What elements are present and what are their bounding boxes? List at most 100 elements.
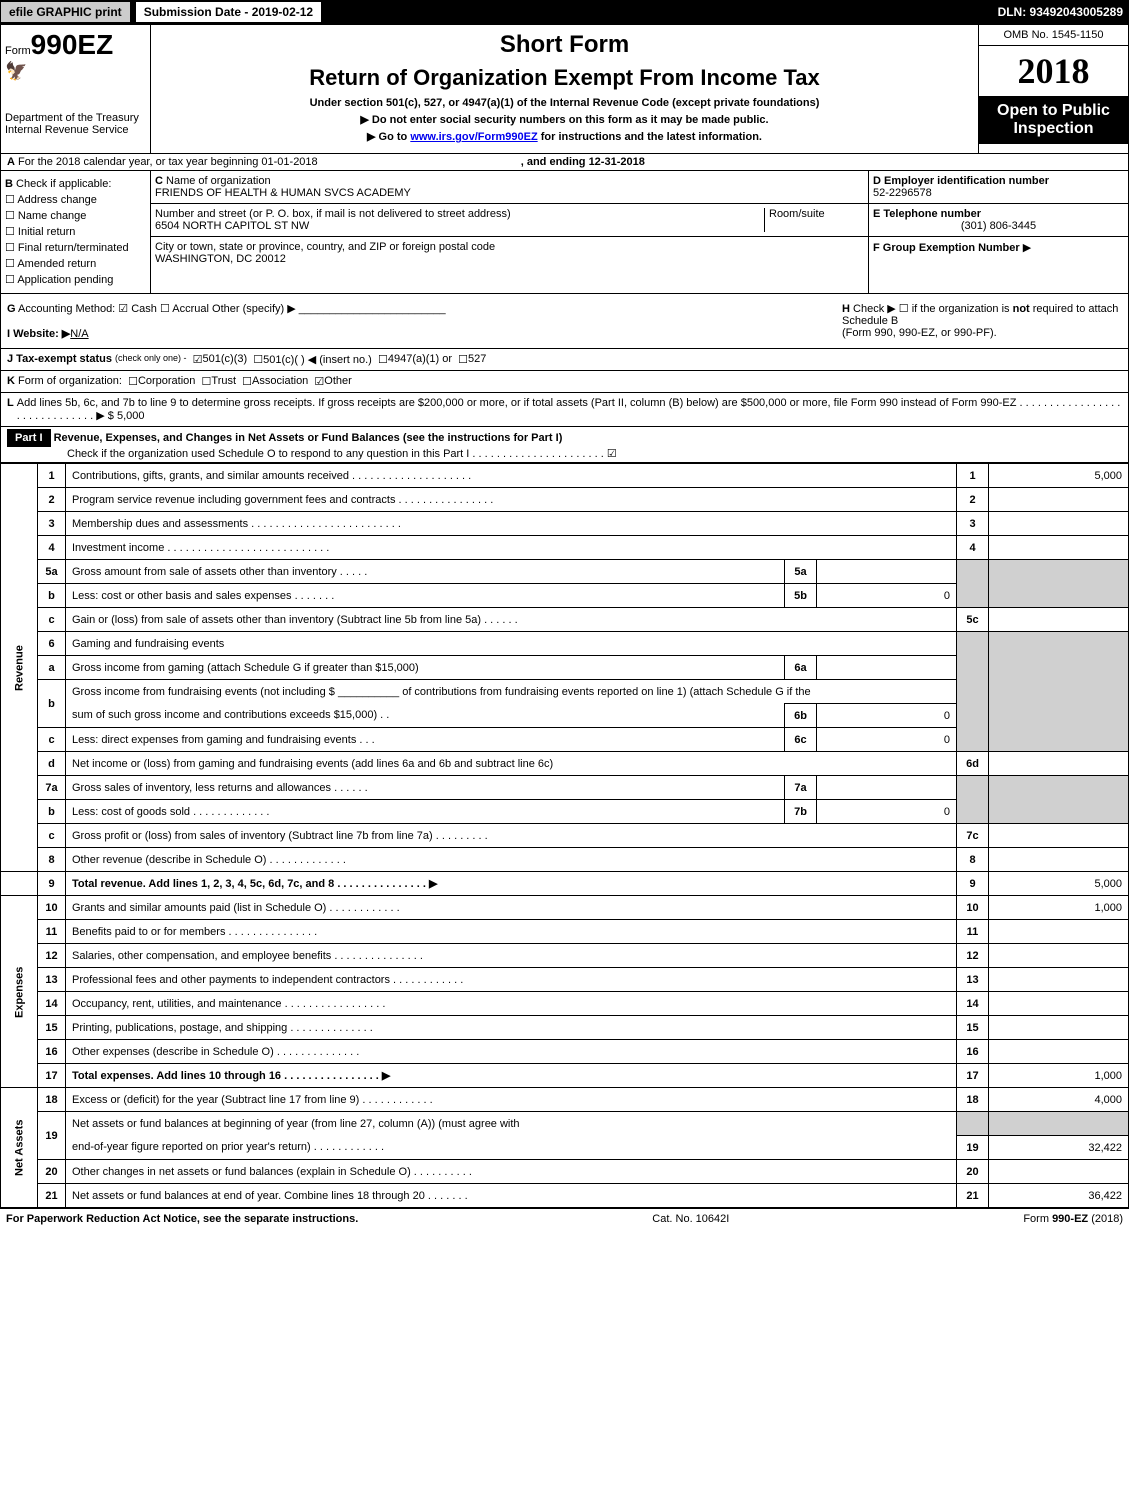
l7-grey-val [989,776,1129,824]
l14-desc: Occupancy, rent, utilities, and maintena… [66,992,957,1016]
street-label: Number and street (or P. O. box, if mail… [155,208,511,220]
l1-rnum: 1 [957,464,989,488]
footer-right: Form 990-EZ (2018) [1023,1213,1123,1225]
efile-print-button[interactable]: efile GRAPHIC print [0,1,131,23]
top-bar-left: efile GRAPHIC print Submission Date - 20… [0,1,322,23]
check-address[interactable]: ☐ Address change [5,193,146,206]
j-501c[interactable]: 501(c)( ) ◀ (insert no.) [263,353,372,366]
org-info-right: D Employer identification number 52-2296… [868,171,1128,293]
l16-rnum: 16 [957,1040,989,1064]
return-title: Return of Organization Exempt From Incom… [157,65,972,91]
l16-rval [989,1040,1129,1064]
l6c-desc: Less: direct expenses from gaming and fu… [66,728,785,752]
l9-num: 9 [38,872,66,896]
l13-num: 13 [38,968,66,992]
g-accrual[interactable]: Accrual [172,303,209,315]
k-trust[interactable]: Trust [211,375,236,388]
l5c-rnum: 5c [957,608,989,632]
l20-num: 20 [38,1160,66,1184]
row-l: L Add lines 5b, 6c, and 7b to line 9 to … [0,393,1129,427]
l10-rval: 1,000 [989,896,1129,920]
l6a-num: a [38,656,66,680]
org-info-mid: C Name of organization FRIENDS OF HEALTH… [151,171,868,293]
line-20: 20 Other changes in net assets or fund b… [1,1160,1129,1184]
form-number: 990EZ [31,29,114,60]
revenue-label: Revenue [1,464,38,872]
l6b-num: b [38,680,66,728]
check-pending[interactable]: ☐ Application pending [5,273,146,286]
l8-num: 8 [38,848,66,872]
l2-rval [989,488,1129,512]
l1-rval: 5,000 [989,464,1129,488]
j-4947[interactable]: 4947(a)(1) or [388,353,452,366]
street-row: Number and street (or P. O. box, if mail… [151,204,868,237]
line-8: 8 Other revenue (describe in Schedule O)… [1,848,1129,872]
g-cash[interactable]: Cash [131,303,157,315]
info-grid: B Check if applicable: ☐ Address change … [0,171,1129,294]
website-value: N/A [70,328,88,340]
l6a-mnum: 6a [785,656,817,680]
l7b-mval: 0 [817,800,957,824]
l12-desc: Salaries, other compensation, and employ… [66,944,957,968]
line-10: Expenses 10 Grants and similar amounts p… [1,896,1129,920]
tax-year: 2018 [979,46,1128,96]
l19-rnum: 19 [957,1136,989,1160]
line-15: 15 Printing, publications, postage, and … [1,1016,1129,1040]
label-c: C [155,175,163,187]
j-sub: (check only one) - [115,353,187,366]
under-section: Under section 501(c), 527, or 4947(a)(1)… [157,97,972,109]
l7c-num: c [38,824,66,848]
check-amended[interactable]: ☐ Amended return [5,257,146,270]
l11-rnum: 11 [957,920,989,944]
l6b-mval: 0 [817,704,957,728]
eagle-icon: 🦅 [5,61,146,82]
l6c-mnum: 6c [785,728,817,752]
l6b-desc1: Gross income from fundraising events (no… [66,680,957,704]
line-6: 6 Gaming and fundraising events [1,632,1129,656]
l6b-desc3: sum of such gross income and contributio… [66,704,785,728]
line-4: 4 Investment income . . . . . . . . . . … [1,536,1129,560]
check-final[interactable]: ☐ Final return/terminated [5,241,146,254]
submission-date: Submission Date - 2019-02-12 [135,1,322,23]
l18-rval: 4,000 [989,1088,1129,1112]
j-501c3[interactable]: 501(c)(3) [203,353,248,366]
l-text: Add lines 5b, 6c, and 7b to line 9 to de… [17,397,1122,422]
dept-treasury: Department of the Treasury [5,112,146,124]
l9-desc: Total revenue. Add lines 1, 2, 3, 4, 5c,… [66,872,957,896]
footer-left: For Paperwork Reduction Act Notice, see … [6,1213,358,1225]
part1-header: Part I Revenue, Expenses, and Changes in… [0,427,1129,463]
l5-grey [957,560,989,608]
l19-desc2: end-of-year figure reported on prior yea… [66,1136,957,1160]
k-corp[interactable]: Corporation [138,375,195,388]
l5a-mval [817,560,957,584]
check-name[interactable]: ☐ Name change [5,209,146,222]
open-to-public: Open to Public Inspection [979,96,1128,144]
instr-ssn: ▶ Do not enter social security numbers o… [157,113,972,126]
line-5c: c Gain or (loss) from sale of assets oth… [1,608,1129,632]
l7b-num: b [38,800,66,824]
l2-rnum: 2 [957,488,989,512]
j-527[interactable]: 527 [468,353,486,366]
l5b-desc: Less: cost or other basis and sales expe… [66,584,785,608]
l10-num: 10 [38,896,66,920]
dln-label: DLN: 93492043005289 [998,5,1129,19]
l6a-desc: Gross income from gaming (attach Schedul… [66,656,785,680]
city-label: City or town, state or province, country… [155,241,495,253]
city-row: City or town, state or province, country… [151,237,868,269]
open-line1: Open to Public [985,102,1122,120]
k-other[interactable]: Other [324,375,352,388]
lines-table: Revenue 1 Contributions, gifts, grants, … [0,463,1129,1208]
l10-rnum: 10 [957,896,989,920]
l21-num: 21 [38,1184,66,1208]
k-assoc[interactable]: Association [252,375,308,388]
line-5a: 5a Gross amount from sale of assets othe… [1,560,1129,584]
check-initial[interactable]: ☐ Initial return [5,225,146,238]
l6d-num: d [38,752,66,776]
g-other[interactable]: Other (specify) ▶ [212,303,296,315]
irs-link[interactable]: www.irs.gov/Form990EZ [410,131,537,143]
line-21: 21 Net assets or fund balances at end of… [1,1184,1129,1208]
l17-desc: Total expenses. Add lines 10 through 16 … [66,1064,957,1088]
org-name-row: C Name of organization FRIENDS OF HEALTH… [151,171,868,204]
ein-row: D Employer identification number 52-2296… [869,171,1128,204]
l9-rval: 5,000 [989,872,1129,896]
